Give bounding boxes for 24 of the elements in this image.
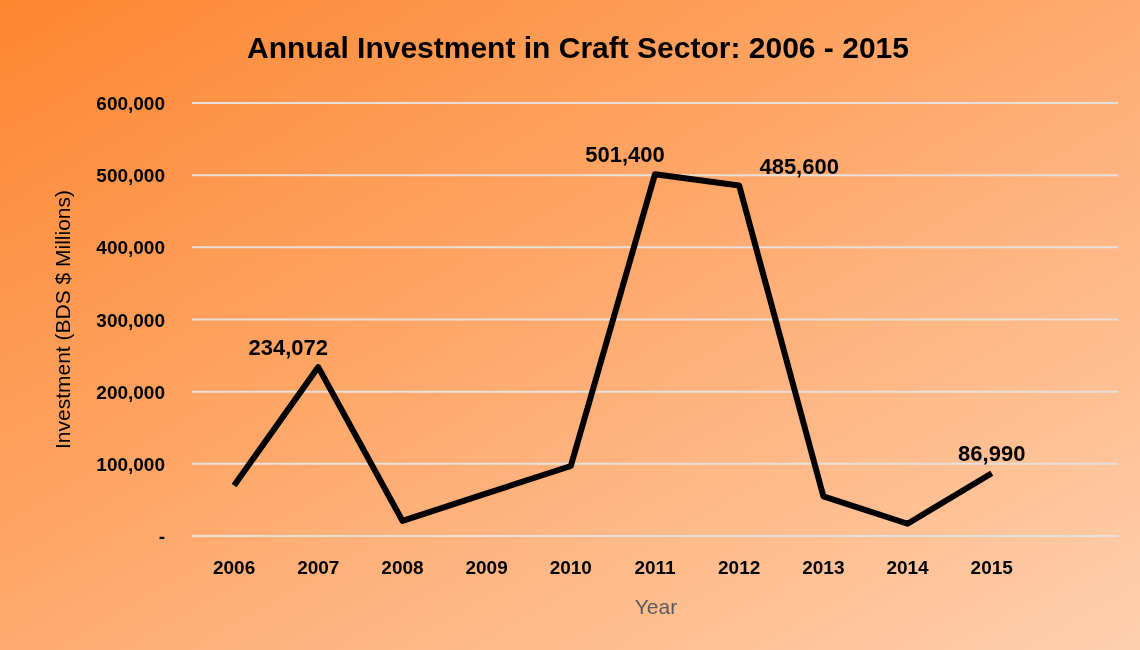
x-tick-label: 2009 — [465, 557, 508, 578]
x-tick-label: 2007 — [297, 557, 340, 578]
x-tick-label: 2014 — [886, 557, 930, 578]
x-tick-label: 2012 — [718, 557, 761, 578]
x-tick-label: 2013 — [802, 557, 845, 578]
y-tick-label: 500,000 — [96, 165, 165, 187]
x-tick-label: 2015 — [970, 557, 1014, 578]
y-tick-label: 100,000 — [96, 453, 165, 475]
data-label: 234,072 — [248, 335, 329, 361]
x-tick-label: 2008 — [381, 557, 424, 578]
y-tick-label: - — [158, 526, 165, 547]
data-label: 485,600 — [759, 153, 839, 179]
x-tick-label: 2011 — [634, 557, 677, 578]
y-tick-label: 600,000 — [96, 93, 165, 114]
x-tick-label: 2006 — [212, 557, 256, 578]
x-axis-title: Year — [634, 595, 678, 618]
y-axis-title: Investment (BDS $ Millions) — [51, 189, 74, 450]
y-tick-label: 300,000 — [96, 309, 165, 331]
data-label: 86,990 — [958, 441, 1026, 467]
y-tick-label: 200,000 — [96, 381, 165, 403]
data-label: 501,400 — [585, 142, 665, 168]
chart-title: Annual Investment in Craft Sector: 2006 - 2015 — [247, 31, 909, 64]
y-tick-label: 400,000 — [96, 237, 165, 259]
x-tick-label: 2010 — [549, 557, 592, 578]
